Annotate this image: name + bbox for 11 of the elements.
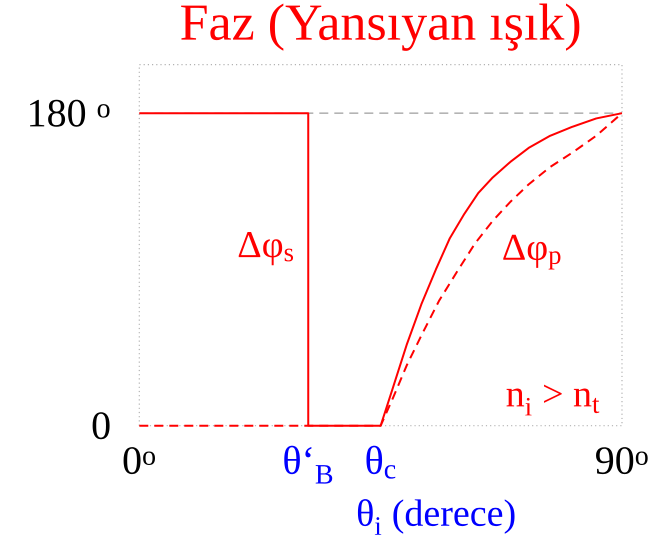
x-axis-title: θ$_{i}$ (derece) [358,499,515,535]
y-tick-label: 180 $^{o}$ [30,100,110,127]
x-tick-label: θ‘$_{B}$ [284,446,332,484]
x-tick-label: 90$^{o}$ [596,447,648,474]
x-tick-label: 0$^{o}$ [124,447,155,474]
y-tick-label: 0 [92,412,110,440]
annotation: Δφ$_{s}$ [238,232,294,266]
x-tick-label: θ$_{c}$ [366,446,396,479]
annotation: Δφ$_{p}$ [503,234,560,270]
annotation: n$_{i}$ > n$_{t}$ [506,384,600,416]
chart-title: Faz (Yansıyan ışık) [181,4,580,51]
